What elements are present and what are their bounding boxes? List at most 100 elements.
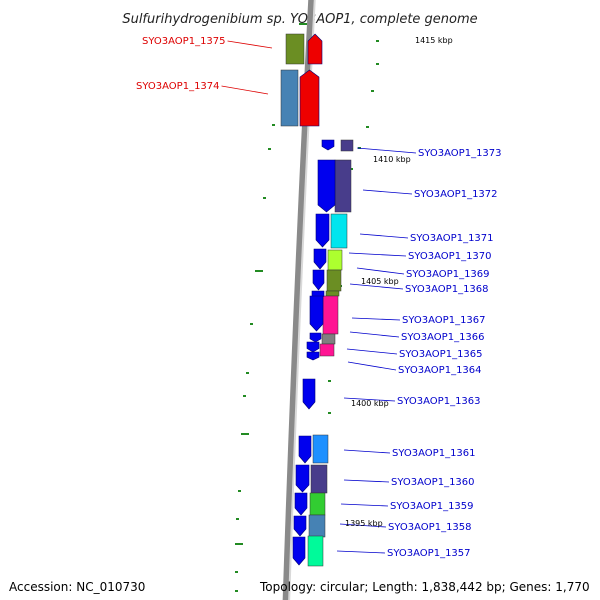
leader-line [356,267,405,275]
gene-arrow-syo3aop1_1363[interactable] [302,378,316,410]
gene-arrow-syo3aop1_1372[interactable] [317,159,336,213]
gene-arrow-syo3aop1_1359[interactable] [294,492,308,516]
gene-label-syo3aop1_1357[interactable]: SYO3AOP1_1357 [387,548,471,559]
cog-bar-syo3aop1_1359[interactable] [309,492,326,516]
gene-arrow-syo3aop1_1373[interactable] [321,139,335,151]
ruler-tick [243,395,246,397]
cog-bar-syo3aop1_1357[interactable] [307,535,324,567]
gene-arrow-syo3aop1_1374[interactable] [299,69,320,127]
scale-label: 1415 kbp [415,36,453,45]
ruler-tick [328,412,331,414]
gene-arrow-syo3aop1_1365[interactable] [306,341,320,353]
cog-bar-syo3aop1_1370[interactable] [327,249,343,271]
leader-line [349,283,404,290]
scale-marks: 1415 kbp 1410 kbp 1405 kbp 1400 kbp 1395 kbp [345,36,453,528]
ruler-tick [235,543,243,545]
gene-label-syo3aop1_1364[interactable]: SYO3AOP1_1364 [398,365,482,376]
leader-line [343,479,390,483]
cog-bar-syo3aop1_1375[interactable] [285,33,305,65]
gene-label-syo3aop1_1367[interactable]: SYO3AOP1_1367 [402,315,486,326]
gene-arrow-syo3aop1_1371[interactable] [315,213,330,248]
cog-bar-syo3aop1_1373[interactable] [340,139,354,152]
gene-arrow-syo3aop1_1367[interactable] [309,295,324,332]
ruler-tick [263,197,266,199]
ruler-tick [366,126,369,128]
gene-label-syo3aop1_1365[interactable]: SYO3AOP1_1365 [399,349,483,360]
cog-bar-syo3aop1_1372[interactable] [334,159,352,213]
ruler-tick [241,433,249,435]
gene-labels: SYO3AOP1_1375 SYO3AOP1_1374 SYO3AOP1_1373 S… [136,36,502,559]
scale-label: 1395 kbp [345,519,383,528]
leader-line [340,503,389,507]
ruler-tick [236,518,239,520]
leader-line [362,189,413,195]
gene-label-syo3aop1_1372[interactable]: SYO3AOP1_1372 [414,189,498,200]
ruler-tick [255,270,263,272]
ruler-tick [246,372,249,374]
gene-label-syo3aop1_1374[interactable]: SYO3AOP1_1374 [136,81,220,92]
ruler-tick [268,148,271,150]
ruler-tick [328,380,331,382]
leader-line [348,252,407,257]
ruler-tick [272,124,275,126]
gene-label-syo3aop1_1363[interactable]: SYO3AOP1_1363 [397,396,481,407]
gene-arrow-syo3aop1_1369[interactable] [312,269,325,291]
cog-bar-syo3aop1_1360[interactable] [310,464,328,494]
topology-text: Topology: circular; Length: 1,838,442 bp… [260,580,590,594]
gene-track [292,33,336,566]
gene-label-syo3aop1_1368[interactable]: SYO3AOP1_1368 [405,284,489,295]
ruler-tick [238,490,241,492]
ruler-tick [376,40,379,42]
gene-arrow-syo3aop1_1360[interactable] [295,464,310,493]
gene-arrow-syo3aop1_1361[interactable] [298,435,312,464]
cog-bar-syo3aop1_1371[interactable] [330,213,348,249]
gene-label-syo3aop1_1369[interactable]: SYO3AOP1_1369 [406,269,490,280]
cog-bar-syo3aop1_1367[interactable] [322,295,339,335]
gene-label-syo3aop1_1375[interactable]: SYO3AOP1_1375 [142,36,226,47]
ruler-tick [371,90,374,92]
scale-label: 1405 kbp [361,277,399,286]
gene-arrow-syo3aop1_1358[interactable] [293,515,307,537]
leader-line [351,317,401,321]
cog-bar-syo3aop1_1365[interactable] [319,343,335,357]
leader-line [356,147,417,154]
gene-label-syo3aop1_1371[interactable]: SYO3AOP1_1371 [410,233,494,244]
gene-label-syo3aop1_1361[interactable]: SYO3AOP1_1361 [392,448,476,459]
gene-label-syo3aop1_1366[interactable]: SYO3AOP1_1366 [401,332,485,343]
ruler-tick [235,590,238,592]
leader-line [339,523,387,528]
leader-line [343,449,391,454]
cog-bar-syo3aop1_1374[interactable] [280,69,299,127]
label-leaders [221,40,417,554]
gene-label-syo3aop1_1370[interactable]: SYO3AOP1_1370 [408,251,492,262]
scale-label: 1400 kbp [351,399,389,408]
gene-label-syo3aop1_1358[interactable]: SYO3AOP1_1358 [388,522,472,533]
leader-line [349,331,400,338]
gene-arrow-syo3aop1_1366[interactable] [309,332,322,343]
cog-bar-syo3aop1_1369[interactable] [326,269,342,292]
leader-line [359,233,409,239]
accession-text: Accession: NC_010730 [9,580,146,594]
gene-arrow-syo3aop1_1375[interactable] [307,33,323,65]
gene-label-syo3aop1_1359[interactable]: SYO3AOP1_1359 [390,501,474,512]
cog-bar-syo3aop1_1361[interactable] [312,434,329,464]
ruler-tick [250,323,253,325]
gene-label-syo3aop1_1360[interactable]: SYO3AOP1_1360 [391,477,475,488]
cog-bar-syo3aop1_1366[interactable] [321,333,336,345]
leader-line [347,361,397,371]
leader-line [227,40,273,49]
gene-arrow-syo3aop1_1364[interactable] [306,351,320,361]
scale-label: 1410 kbp [373,155,411,164]
leader-line [336,550,386,554]
genome-title: Sulfurihydrogenibium sp. YO3AOP1, comple… [122,12,477,27]
ruler-tick [376,63,379,65]
leader-line [346,348,398,355]
cog-bar-syo3aop1_1358[interactable] [308,514,326,538]
gene-label-syo3aop1_1373[interactable]: SYO3AOP1_1373 [418,148,502,159]
cog-bar-syo3aop1_1368[interactable] [325,290,340,297]
cog-track [280,33,354,567]
leader-line [221,85,269,95]
gene-arrow-syo3aop1_1357[interactable] [292,536,306,566]
gene-arrow-syo3aop1_1370[interactable] [313,248,327,270]
